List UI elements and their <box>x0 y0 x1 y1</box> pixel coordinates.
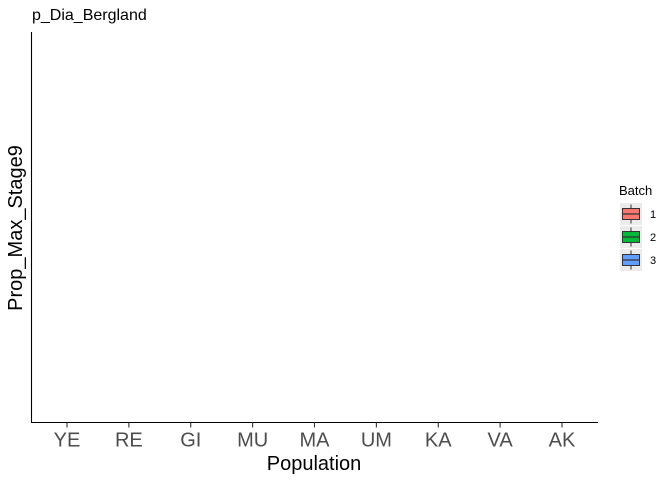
x-tick-label: MA <box>300 430 331 452</box>
x-tick-label: UM <box>361 430 392 452</box>
legend-label: 1 <box>650 209 656 221</box>
legend-item: 2 <box>620 226 656 248</box>
legend: Batch 1 2 3 <box>619 183 656 271</box>
chart-title: p_Dia_Bergland <box>32 7 147 24</box>
legend-item: 1 <box>620 203 656 225</box>
x-tick-label: AK <box>549 430 576 452</box>
legend-label: 2 <box>650 232 656 244</box>
x-tick-label: KA <box>425 430 452 452</box>
x-tick-label: GI <box>180 430 201 452</box>
x-tick-label: MU <box>237 430 268 452</box>
x-tick-label: YE <box>54 430 81 452</box>
y-axis-label: Prop_Max_Stage9 <box>5 145 27 311</box>
legend-item: 3 <box>620 249 656 271</box>
legend-items: 1 2 3 <box>620 203 656 271</box>
legend-label: 3 <box>650 255 656 267</box>
x-axis-ticks: YE RE GI MU MA UM KA VA AK <box>54 422 576 452</box>
x-tick-label: VA <box>488 430 514 452</box>
x-tick-label: RE <box>115 430 143 452</box>
legend-title: Batch <box>619 183 652 198</box>
x-axis-label: Population <box>267 453 362 475</box>
